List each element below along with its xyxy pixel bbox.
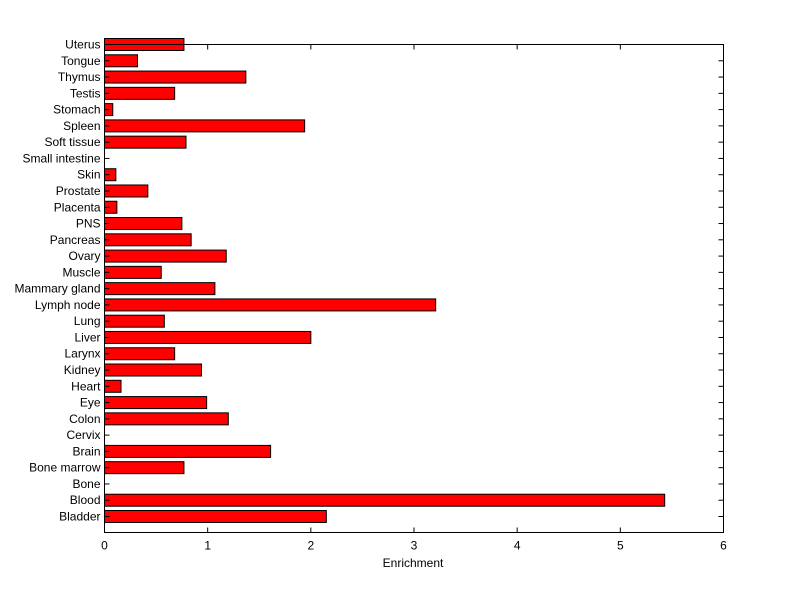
y-tick-label: Thymus: [58, 70, 101, 84]
y-tick-label: Blood: [70, 493, 101, 507]
y-tick-label: PNS: [76, 217, 101, 231]
y-tick-label: Skin: [77, 168, 100, 182]
y-tick-label: Kidney: [64, 363, 101, 377]
y-tick-label: Mammary gland: [14, 282, 100, 296]
bar-bone-marrow: [104, 461, 185, 475]
bar-muscle: [104, 265, 162, 279]
y-tick-label: Lung: [74, 314, 101, 328]
y-tick-label: Cervix: [66, 428, 100, 442]
bar-pancreas: [104, 233, 192, 247]
x-axis-title: Enrichment: [383, 556, 444, 570]
y-tick-label: Muscle: [62, 265, 100, 279]
bar-spleen: [104, 119, 306, 133]
bar-kidney: [104, 363, 202, 377]
x-tick-label: 2: [307, 539, 314, 553]
bar-testis: [104, 86, 176, 100]
x-tick-label: 1: [204, 539, 211, 553]
x-tick-label: 4: [514, 539, 521, 553]
bar-bladder: [104, 510, 327, 523]
y-tick-label: Bladder: [59, 510, 100, 524]
bar-eye: [104, 396, 208, 410]
y-tick-label: Colon: [69, 412, 100, 426]
y-tick-label: Prostate: [56, 184, 101, 198]
bar-lung: [104, 314, 165, 328]
bar-ovary: [104, 249, 227, 263]
y-tick-label: Ovary: [68, 249, 100, 263]
y-tick-label: Larynx: [64, 347, 100, 361]
y-tick-label: Lymph node: [35, 298, 101, 312]
bar-mammary-gland: [104, 282, 216, 296]
y-tick-label: Placenta: [54, 200, 101, 214]
x-tick-label: 0: [101, 539, 108, 553]
y-tick-label: Liver: [74, 330, 100, 344]
x-tick-label: 3: [411, 539, 418, 553]
y-tick-label: Bone marrow: [29, 461, 101, 475]
y-tick-label: Uterus: [65, 38, 100, 52]
y-tick-label: Small intestine: [22, 151, 100, 165]
y-tick-label: Stomach: [53, 103, 100, 117]
ticks-group: [104, 44, 724, 533]
bar-lymph-node: [104, 298, 437, 312]
y-tick-label: Spleen: [63, 119, 100, 133]
bar-larynx: [104, 347, 176, 361]
y-tick-label: Heart: [71, 379, 101, 393]
x-tick-label: 6: [720, 539, 727, 553]
x-tick-label: 5: [617, 539, 624, 553]
bar-blood: [104, 493, 666, 507]
bars-group: [104, 38, 666, 523]
bar-colon: [104, 412, 229, 426]
y-tick-label: Testis: [70, 86, 101, 100]
y-tick-label: Brain: [72, 444, 100, 458]
y-tick-label: Eye: [80, 396, 101, 410]
y-tick-label: Bone: [72, 477, 100, 491]
bar-prostate: [104, 184, 149, 198]
bar-liver: [104, 330, 312, 344]
bar-thymus: [104, 70, 247, 84]
y-tick-label: Pancreas: [50, 233, 101, 247]
y-tick-label: Soft tissue: [44, 135, 100, 149]
bar-soft-tissue: [104, 135, 187, 149]
y-tick-label: Tongue: [61, 54, 101, 68]
bar-pns: [104, 217, 183, 231]
labels-group: Bladder Blood Bone Bone marrow Brain Cervix Co…: [14, 38, 727, 553]
bar-brain: [104, 444, 272, 458]
